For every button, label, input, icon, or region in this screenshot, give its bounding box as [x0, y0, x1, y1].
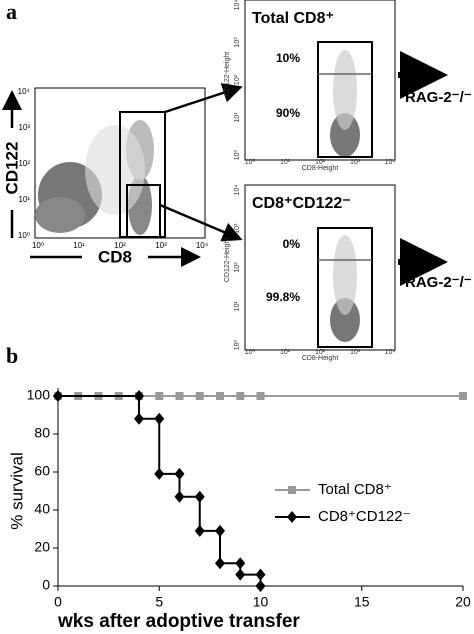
- x-axis-label: wks after adoptive transfer: [57, 611, 300, 632]
- legend-label: CD8⁺CD122⁻: [318, 508, 411, 525]
- gate: [126, 184, 161, 238]
- legend-marker: [288, 486, 296, 494]
- y-tick-label: 0: [42, 577, 50, 593]
- data-point: [194, 490, 205, 503]
- data-point: [134, 390, 144, 402]
- x-tick-label: 10⁰: [32, 241, 44, 250]
- y-tick-label: 80: [34, 425, 50, 441]
- y-tick-label: 10³: [234, 37, 241, 48]
- gate-percent: 0%: [283, 237, 301, 251]
- x-tick-label: 10⁴: [385, 349, 396, 356]
- x-tick-label: 20: [455, 594, 471, 610]
- x-tick-label: 0: [54, 594, 62, 610]
- y-axis-label: % survival: [7, 452, 26, 529]
- y-tick-label: 20: [34, 539, 50, 555]
- gate-arrow: [164, 83, 243, 114]
- cell-cloud: [330, 113, 360, 157]
- data-point: [216, 392, 224, 400]
- x-tick-label: 10²: [315, 159, 326, 166]
- gate-percent: 90%: [276, 106, 300, 120]
- cell-cloud: [333, 235, 357, 315]
- data-point: [134, 412, 144, 425]
- data-point: [195, 392, 204, 400]
- data-point: [235, 568, 246, 581]
- x-tick-label: 10¹: [280, 349, 291, 356]
- y-tick-label: 10⁴: [18, 87, 31, 96]
- x-tick-label: 10⁰: [245, 158, 256, 166]
- axis-label: CD122: [2, 142, 21, 195]
- data-point: [53, 390, 63, 402]
- x-tick-label: 10⁰: [245, 348, 256, 356]
- plot-title: CD8⁺CD122⁻: [252, 195, 351, 212]
- data-point: [215, 557, 225, 570]
- x-tick-label: 10³: [350, 159, 361, 166]
- cell-cloud: [35, 197, 85, 233]
- y-tick-label: 100: [27, 387, 51, 403]
- flow-frame: [244, 0, 396, 161]
- x-tick-label: 10²: [114, 241, 126, 250]
- legend-marker: [287, 511, 297, 523]
- x-tick-label: 10¹: [73, 241, 85, 250]
- legend-label: Total CD8⁺: [318, 481, 392, 498]
- x-tick-label: 10⁴: [385, 159, 396, 166]
- cell-cloud: [85, 125, 145, 215]
- axis-label: CD8: [98, 247, 132, 266]
- data-point: [236, 392, 245, 400]
- y-tick-label: 10⁰: [233, 150, 241, 161]
- data-point: [194, 524, 205, 537]
- transfer-target: RAG-2⁻/⁻: [405, 274, 472, 291]
- y-tick-label: 10²: [234, 262, 241, 273]
- axis-label: CD8-Height: [302, 165, 339, 172]
- plot-title: Total CD8⁺: [252, 10, 334, 27]
- y-tick-label: 10⁰: [18, 231, 30, 240]
- data-point: [174, 490, 185, 503]
- gate: [317, 41, 373, 158]
- y-tick-label: 10¹: [234, 112, 241, 123]
- gate: [317, 227, 373, 348]
- data-point: [256, 392, 265, 400]
- gate-percent: 99.8%: [266, 290, 300, 304]
- data-point: [255, 580, 266, 592]
- y-tick-label: 40: [34, 501, 50, 517]
- axis-label: CD122-Height: [224, 52, 231, 96]
- panel-label: a: [6, 0, 17, 24]
- y-tick-label: 10⁴: [234, 0, 241, 10]
- y-tick-label: 10⁴: [234, 185, 241, 196]
- x-tick-label: 10⁴: [196, 241, 209, 250]
- y-tick-label: 60: [34, 463, 50, 479]
- data-point: [154, 412, 165, 425]
- x-tick-label: 5: [155, 594, 163, 610]
- gate-percent: 10%: [276, 51, 300, 65]
- y-tick-label: 10³: [234, 223, 241, 234]
- x-tick-label: 10: [253, 594, 269, 610]
- data-point: [235, 557, 246, 570]
- cell-cloud: [330, 298, 360, 342]
- flow-frame: [244, 184, 396, 351]
- y-tick-label: 10²: [234, 74, 241, 85]
- cell-cloud: [333, 50, 357, 130]
- y-tick-label: 10¹: [234, 301, 241, 312]
- data-point: [175, 392, 184, 400]
- x-tick-label: 10³: [155, 241, 167, 250]
- gate-arrow: [159, 203, 243, 242]
- x-tick-label: 15: [354, 594, 370, 610]
- data-point: [154, 467, 165, 480]
- axis-label: CD8-Height: [302, 355, 339, 362]
- axis-label: CD122-Height: [224, 238, 231, 282]
- data-point: [215, 524, 225, 537]
- panel-label: b: [6, 343, 18, 368]
- data-point: [174, 467, 185, 480]
- y-tick-label: 10¹: [18, 195, 30, 204]
- y-tick-label: 10²: [18, 159, 30, 168]
- y-tick-label: 10⁰: [233, 340, 241, 351]
- x-tick-label: 10³: [350, 349, 361, 356]
- transfer-target: RAG-2⁻/⁻: [405, 89, 472, 106]
- data-point: [255, 568, 266, 581]
- data-point: [459, 392, 467, 400]
- x-tick-label: 10¹: [280, 159, 291, 166]
- x-tick-label: 10²: [315, 349, 326, 356]
- y-tick-label: 10³: [18, 123, 30, 132]
- data-point: [155, 392, 164, 400]
